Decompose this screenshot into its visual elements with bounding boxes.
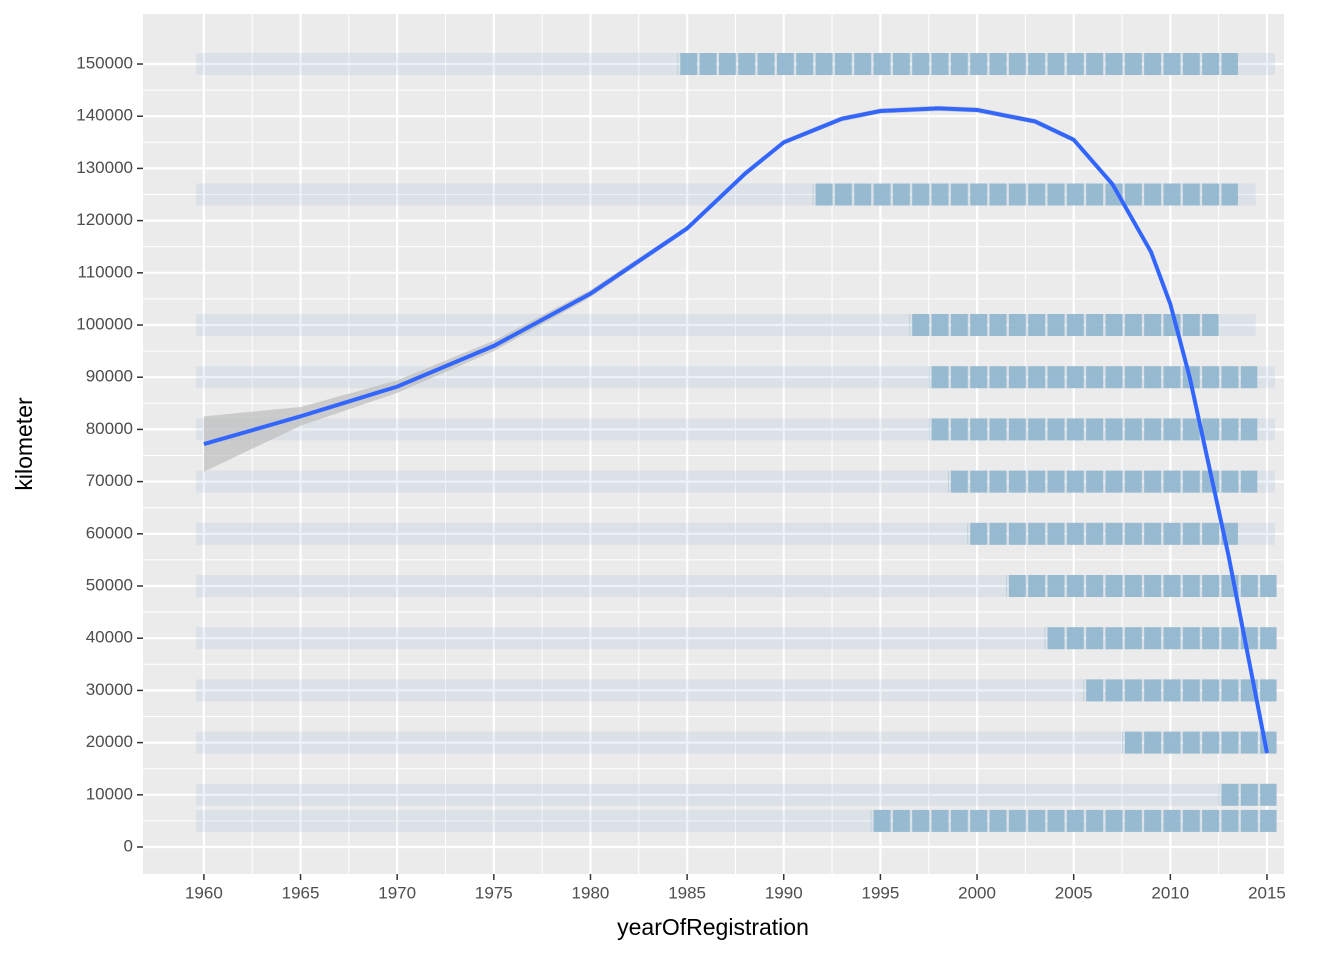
y-tick-label: 30000 xyxy=(86,680,133,699)
x-tick-label: 2005 xyxy=(1055,883,1093,902)
dense-points xyxy=(1044,627,1277,650)
y-tick-label: 130000 xyxy=(76,158,133,177)
sparse-points xyxy=(195,627,1275,650)
y-tick-label: 70000 xyxy=(86,471,133,490)
sparse-points xyxy=(195,783,1275,806)
dense-points xyxy=(928,366,1258,389)
y-axis-title: kilometer xyxy=(11,397,37,491)
x-tick-label: 2000 xyxy=(958,883,996,902)
x-axis-title: yearOfRegistration xyxy=(617,914,809,940)
dense-points xyxy=(1218,783,1277,806)
y-tick-label: 50000 xyxy=(86,575,133,594)
x-tick-label: 1975 xyxy=(475,883,513,902)
x-tick-label: 2015 xyxy=(1248,883,1286,902)
y-tick-label: 20000 xyxy=(86,732,133,751)
dense-points xyxy=(677,53,1238,76)
y-tick-label: 150000 xyxy=(76,53,133,72)
y-tick-label: 40000 xyxy=(86,628,133,647)
smooth-line xyxy=(203,106,1269,754)
x-tick-label: 1995 xyxy=(861,883,899,902)
y-tick-label: 0 xyxy=(124,836,133,855)
y-tick-label: 90000 xyxy=(86,367,133,386)
y-tick-label: 10000 xyxy=(86,784,133,803)
x-tick-label: 1965 xyxy=(282,883,320,902)
dense-points xyxy=(928,418,1258,441)
y-tick-label: 110000 xyxy=(78,262,133,281)
y-tick-label: 140000 xyxy=(76,106,133,125)
sparse-points xyxy=(195,731,1275,754)
y-tick-label: 120000 xyxy=(76,210,133,229)
x-tick-label: 1980 xyxy=(572,883,610,902)
dense-points xyxy=(1006,575,1277,598)
y-tick-label: 80000 xyxy=(86,419,133,438)
x-tick-label: 1990 xyxy=(765,883,803,902)
dense-points xyxy=(870,809,1277,832)
y-tick-label: 60000 xyxy=(86,523,133,542)
x-tick-label: 1970 xyxy=(378,883,416,902)
dense-points xyxy=(1083,679,1277,702)
x-tick-label: 2010 xyxy=(1151,883,1189,902)
dense-points xyxy=(909,314,1219,337)
dense-points xyxy=(948,470,1258,493)
dense-points xyxy=(1122,731,1277,754)
sparse-points xyxy=(195,575,1275,598)
x-tick-label: 1960 xyxy=(185,883,223,902)
dense-points xyxy=(967,522,1238,545)
sparse-points xyxy=(195,679,1275,702)
panel xyxy=(143,14,1284,874)
dense-points xyxy=(812,183,1238,206)
y-tick-label: 100000 xyxy=(76,314,133,333)
x-tick-label: 1985 xyxy=(668,883,706,902)
